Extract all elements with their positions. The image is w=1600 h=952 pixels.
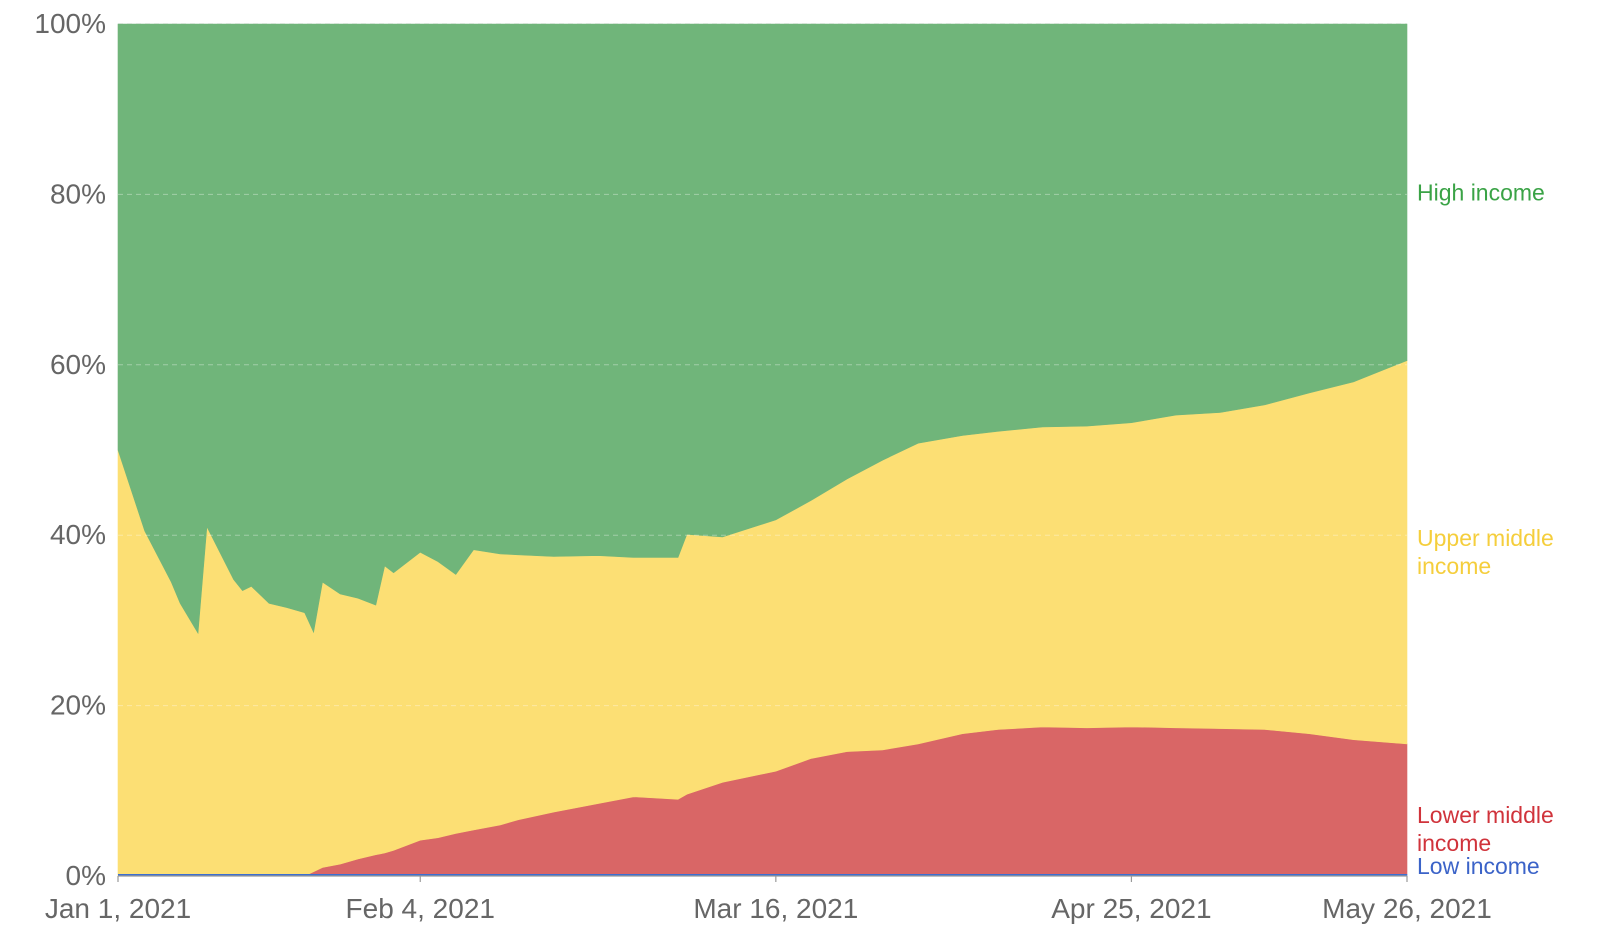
y-tick-label: 100% (34, 8, 106, 39)
x-tick-label: Jan 1, 2021 (45, 893, 191, 924)
gridlines-overlay (118, 193, 1407, 707)
series-label-lower-middle-income: Lower middle income (1417, 802, 1554, 856)
series-label-high-income: High income (1417, 179, 1545, 205)
y-axis: 0% 20% 40% 60% 80% 100% (34, 8, 106, 891)
y-tick-label: 80% (50, 178, 106, 209)
x-tick-label: Apr 25, 2021 (1051, 893, 1211, 924)
area-series-layer (117, 23, 1408, 877)
area-high-income (117, 23, 1408, 635)
series-label-low-income: Low income (1417, 853, 1540, 879)
x-tick-label: Mar 16, 2021 (693, 893, 858, 924)
x-tick-label: Feb 4, 2021 (346, 893, 495, 924)
x-tick-label: May 26, 2021 (1322, 893, 1492, 924)
y-tick-label: 40% (50, 519, 106, 550)
y-tick-label: 0% (66, 860, 106, 891)
x-axis: Jan 1, 2021 Feb 4, 2021 Mar 16, 2021 Apr 25… (45, 875, 1492, 924)
series-label-upper-middle-income: Upper middle income (1417, 525, 1554, 579)
y-tick-label: 60% (50, 349, 106, 380)
y-tick-label: 20% (50, 690, 106, 721)
